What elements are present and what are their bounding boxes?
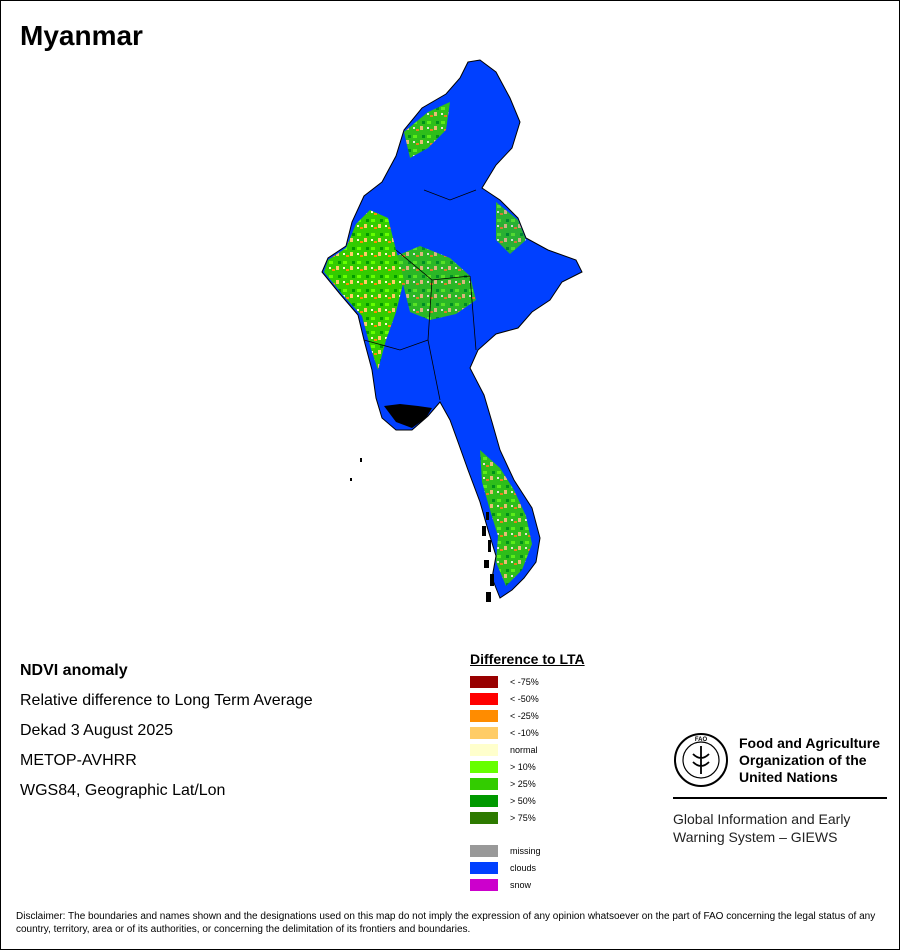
legend-item: clouds [470, 859, 585, 876]
legend-label: < -75% [510, 676, 539, 687]
fao-name-line-1: Food and Agriculture [739, 734, 881, 751]
legend-label: > 25% [510, 778, 536, 789]
legend-swatch [470, 811, 498, 824]
legend-label: normal [510, 744, 538, 755]
giews-name: Global Information and Early Warning Sys… [673, 810, 888, 846]
southern-anomaly-region [480, 450, 532, 586]
fao-logo-icon: FAO [674, 733, 728, 787]
delta-coast [384, 404, 432, 428]
legend-swatch [470, 777, 498, 790]
disclaimer: Disclaimer: The boundaries and names sho… [16, 911, 876, 935]
western-anomaly-region [324, 210, 404, 370]
legend-swatch [470, 709, 498, 722]
legend-label: missing [510, 845, 541, 856]
map-info: NDVI anomaly Relative difference to Long… [20, 656, 313, 806]
legend: Difference to LTA < -75% < -50% < -25% < -1… [470, 651, 585, 893]
map-title: Myanmar [20, 20, 143, 51]
fao-name-line-2: Organization of the [739, 751, 867, 768]
country-outline [321, 59, 583, 599]
fao-name: Food and Agriculture Organization of the… [739, 735, 880, 786]
state-boundaries [363, 189, 477, 401]
legend-swatch [470, 675, 498, 688]
legend-item: > 25% [470, 775, 585, 792]
legend-swatch [470, 760, 498, 773]
info-heading: NDVI anomaly [20, 662, 128, 679]
legend-item: < -50% [470, 690, 585, 707]
central-anomaly-region [396, 246, 476, 320]
legend-item: < -75% [470, 673, 585, 690]
legend-label: > 10% [510, 761, 536, 772]
legend-swatch [470, 726, 498, 739]
legend-label: > 50% [510, 795, 536, 806]
legend-item: snow [470, 876, 585, 893]
legend-swatch [470, 878, 498, 891]
info-line-period: Dekad 3 August 2025 [20, 722, 174, 739]
legend-swatch [470, 844, 498, 857]
legend-items: < -75% < -50% < -25% < -10% normal > 10% > 25%… [470, 673, 585, 826]
giews-line-1: Global Information and Early [673, 811, 851, 827]
giews-line-2: Warning System – GIEWS [673, 829, 838, 845]
legend-item: > 10% [470, 758, 585, 775]
legend-label: < -25% [510, 710, 539, 721]
fao-divider [673, 797, 887, 799]
info-line-projection: WGS84, Geographic Lat/Lon [20, 782, 226, 799]
fao-branding: FAO Food and Agriculture Organization of… [673, 732, 888, 846]
legend-swatch [470, 861, 498, 874]
legend-item: missing [470, 842, 585, 859]
legend-item: < -10% [470, 724, 585, 741]
legend-swatch [470, 743, 498, 756]
northern-anomaly-region [404, 102, 450, 158]
country-map [300, 50, 620, 620]
legend-label: > 75% [510, 812, 536, 823]
info-line-description: Relative difference to Long Term Average [20, 692, 313, 709]
info-line-sensor: METOP-AVHRR [20, 752, 137, 769]
legend-item: < -25% [470, 707, 585, 724]
svg-text:FAO: FAO [695, 737, 708, 743]
legend-title: Difference to LTA [470, 651, 585, 667]
legend-swatch [470, 794, 498, 807]
legend-label: snow [510, 879, 532, 890]
legend-item: > 75% [470, 809, 585, 826]
legend-swatch [470, 692, 498, 705]
mergui-islands [350, 458, 494, 602]
legend-label: clouds [510, 862, 537, 873]
legend-item: > 50% [470, 792, 585, 809]
eastern-anomaly-region [496, 202, 526, 254]
legend-extra-items: missing clouds snow [470, 842, 585, 893]
legend-label: < -10% [510, 727, 539, 738]
legend-label: < -50% [510, 693, 539, 704]
myanmar-ndvi-map [321, 59, 583, 602]
fao-name-line-3: United Nations [739, 768, 838, 785]
legend-item: normal [470, 741, 585, 758]
